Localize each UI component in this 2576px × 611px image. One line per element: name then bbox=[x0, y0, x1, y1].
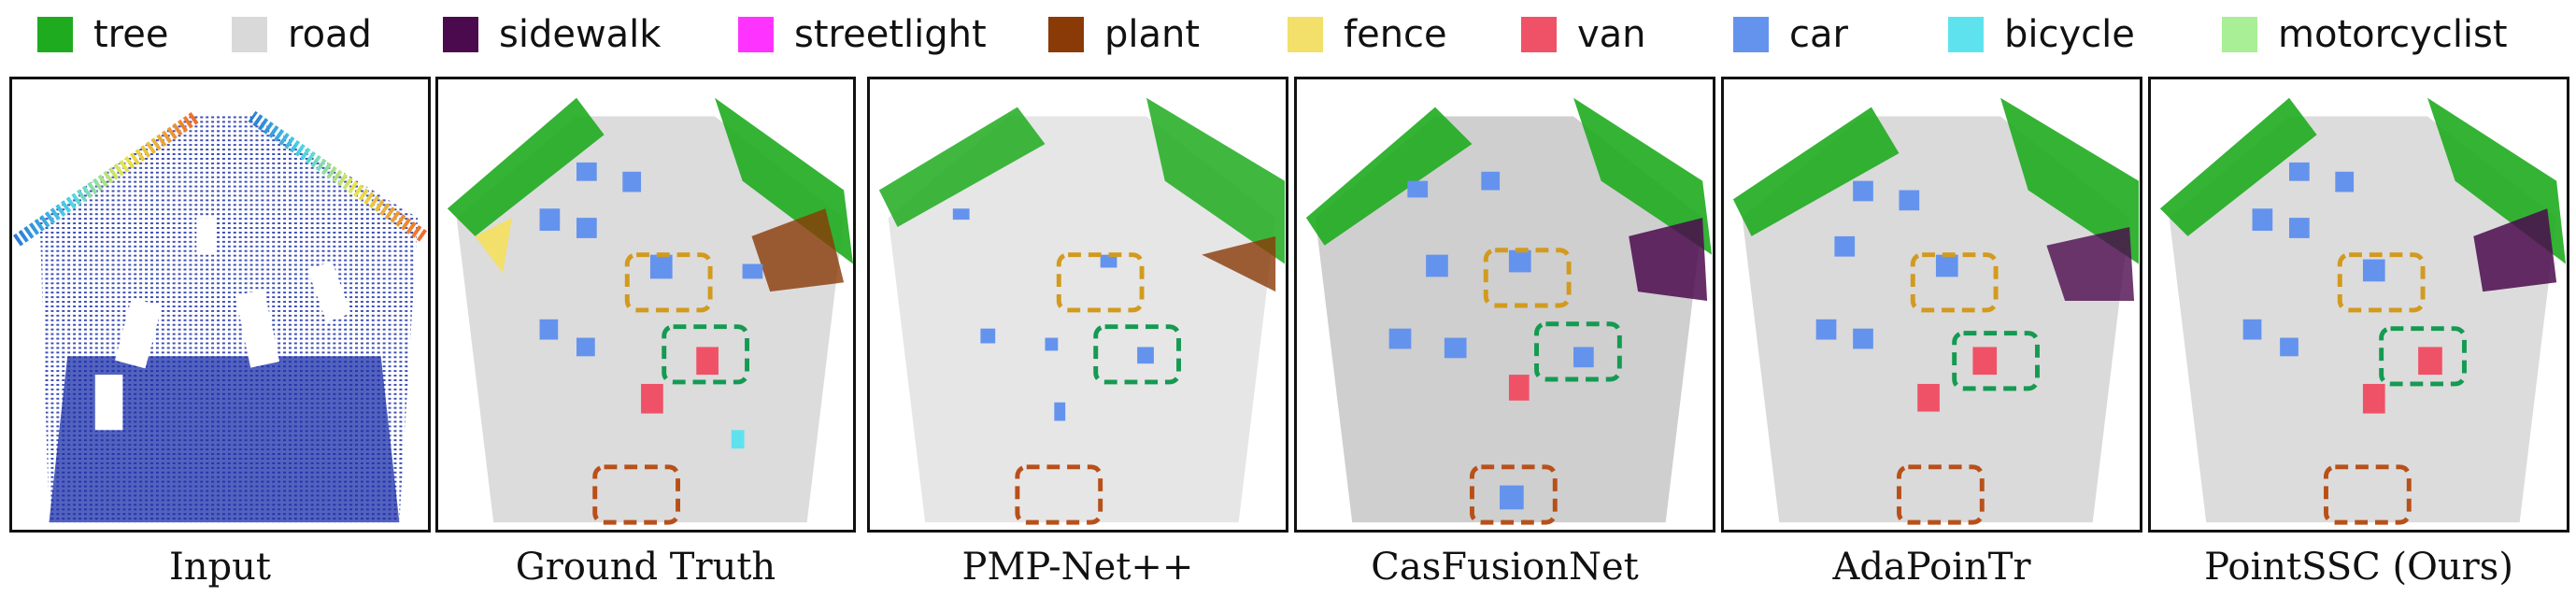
caption-pmp-net: PMP-Net++ bbox=[961, 546, 1194, 589]
caption-casfusionnet: CasFusionNet bbox=[1371, 546, 1639, 589]
legend-label: streetlight bbox=[794, 13, 987, 56]
legend-label: sidewalk bbox=[499, 13, 662, 56]
casfusionnet-point-cloud bbox=[1305, 97, 1713, 525]
legend-item-bicycle: bicycle bbox=[1948, 13, 2135, 56]
legend-item-van: van bbox=[1521, 13, 1646, 56]
input-point-cloud bbox=[12, 110, 428, 523]
swatch-streetlight bbox=[738, 17, 774, 52]
pmp-net-point-cloud bbox=[878, 97, 1286, 525]
legend-label: fence bbox=[1344, 13, 1447, 56]
caption-adapointr: AdaPoinTr bbox=[1832, 546, 2031, 589]
panel-pmp-net bbox=[867, 77, 1288, 533]
legend-item-streetlight: streetlight bbox=[738, 13, 987, 56]
caption-input: Input bbox=[168, 546, 271, 589]
caption-pointssc: PointSSC (Ours) bbox=[2204, 546, 2513, 589]
legend-item-car: car bbox=[1733, 13, 1848, 56]
legend-label: tree bbox=[93, 13, 169, 56]
swatch-fence bbox=[1288, 17, 1323, 52]
panel-pointssc bbox=[2148, 77, 2569, 533]
legend-label: bicycle bbox=[2004, 13, 2135, 56]
panel-ground-truth bbox=[435, 77, 856, 533]
legend-label: road bbox=[288, 13, 372, 56]
swatch-car bbox=[1733, 17, 1769, 52]
legend-label: car bbox=[1789, 13, 1848, 56]
legend-item-sidewalk: sidewalk bbox=[443, 13, 661, 56]
panel-adapointr bbox=[1721, 77, 2142, 533]
swatch-plant bbox=[1048, 17, 1084, 52]
swatch-tree bbox=[37, 17, 73, 52]
legend-label: van bbox=[1577, 13, 1646, 56]
caption-ground-truth: Ground Truth bbox=[515, 546, 776, 589]
swatch-road bbox=[232, 17, 267, 52]
legend-item-fence: fence bbox=[1288, 13, 1447, 56]
panel-input bbox=[9, 77, 431, 533]
adapointr-point-cloud bbox=[1732, 97, 2140, 525]
panel-casfusionnet bbox=[1294, 77, 1715, 533]
legend-item-motorcyclist: motorcyclist bbox=[2222, 13, 2508, 56]
swatch-sidewalk bbox=[443, 17, 478, 52]
legend: tree road sidewalk streetlight plant fen… bbox=[0, 0, 2576, 71]
legend-label: motorcyclist bbox=[2278, 13, 2508, 56]
legend-item-plant: plant bbox=[1048, 13, 1200, 56]
ground-truth-point-cloud bbox=[447, 97, 853, 525]
legend-label: plant bbox=[1104, 13, 1201, 56]
swatch-motorcyclist bbox=[2222, 17, 2257, 52]
swatch-van bbox=[1521, 17, 1557, 52]
pointssc-point-cloud bbox=[2159, 97, 2567, 525]
legend-item-road: road bbox=[232, 13, 372, 56]
legend-item-tree: tree bbox=[37, 13, 168, 56]
swatch-bicycle bbox=[1948, 17, 1984, 52]
